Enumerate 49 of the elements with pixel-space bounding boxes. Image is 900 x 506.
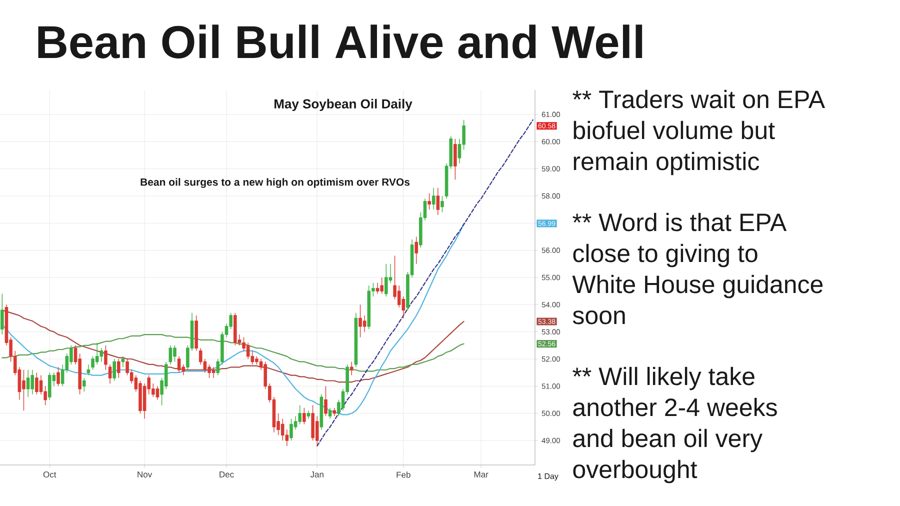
candlestick [194, 315, 198, 352]
candlestick [436, 187, 440, 216]
candlestick [82, 378, 86, 392]
text: ** Word is that EPA close to giving to White House guidance soon [572, 212, 823, 324]
candlestick [358, 304, 362, 338]
candlestick [48, 372, 52, 400]
candlestick [332, 408, 336, 416]
candlestick [428, 192, 431, 210]
candlestick [290, 418, 293, 441]
candlestick [117, 358, 120, 378]
candlestick [324, 386, 328, 416]
candlestick [306, 410, 310, 420]
chart-title: Bean Oil Bull Alive and Well [38, 24, 642, 58]
x-tick-label: Feb [396, 472, 410, 478]
candlestick [384, 264, 388, 297]
candlestick [350, 361, 354, 376]
candlestick [121, 356, 125, 368]
candlestick [26, 370, 30, 398]
candlestick [30, 370, 34, 395]
x-tick-label: Mar [474, 472, 488, 478]
candlestick [440, 196, 444, 213]
text: May Soybean Oil Daily [274, 98, 412, 112]
candlestick [432, 187, 436, 210]
candlestick [212, 366, 216, 378]
candlestick [177, 356, 181, 373]
candlestick [22, 370, 26, 411]
candlestick [302, 408, 306, 425]
candlestick [173, 345, 176, 362]
x-tick-label: Jan [310, 472, 324, 478]
candlestick [328, 408, 332, 420]
candlestick [35, 372, 38, 395]
candlestick [104, 345, 108, 370]
candlestick [0, 293, 4, 335]
candlestick [108, 364, 112, 384]
x-tick-label: Oct [43, 472, 56, 478]
candlestick [86, 364, 90, 376]
candlestick [234, 312, 237, 346]
x-tick-label: Nov [138, 472, 152, 478]
x-tick-label: Dec [220, 472, 234, 478]
candlestick [156, 386, 160, 400]
text: ** Will likely take another 2-4 weeks and bean oil very overbought [572, 366, 777, 484]
candlestick [380, 277, 384, 294]
candlestick [56, 366, 60, 387]
candlestick [414, 236, 418, 264]
text: ** Traders wait on EPA biofuel volume but remain optimistic [572, 90, 826, 176]
annotation: Bean oil surges to a new high on optimism over RVOs [140, 178, 410, 188]
candlestick [112, 358, 116, 382]
text: 1 Day [538, 473, 558, 481]
candlestick [454, 138, 457, 180]
